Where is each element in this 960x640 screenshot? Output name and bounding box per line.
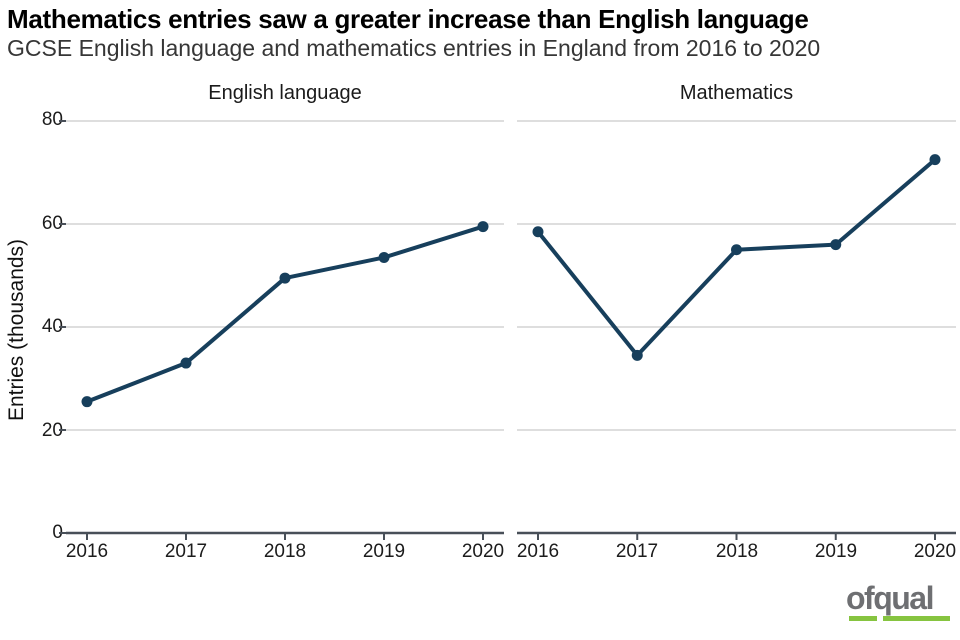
- ofqual-logo: ofqual: [846, 580, 956, 632]
- x-tick-left-2019: 2019: [362, 541, 406, 562]
- x-tick-left-2020: 2020: [461, 541, 505, 562]
- ofqual-logo-text: ofqual: [846, 580, 934, 616]
- x-tick-right-2019: 2019: [814, 541, 858, 562]
- x-tick-left-2016: 2016: [65, 541, 109, 562]
- y-tick-label-40: 40: [41, 316, 63, 337]
- ofqual-logo-underline-right: [883, 616, 950, 621]
- y-tick-label-20: 20: [41, 420, 63, 441]
- x-tick-right-2020: 2020: [913, 541, 957, 562]
- y-tick-label-0: 0: [52, 522, 63, 543]
- x-tick-right-2016: 2016: [516, 541, 560, 562]
- x-tick-right-2017: 2017: [615, 541, 659, 562]
- chart-title: Mathematics entries saw a greater increa…: [7, 4, 809, 34]
- x-tick-right-2018: 2018: [715, 541, 759, 562]
- y-tick-label-80: 80: [41, 109, 63, 130]
- facet-header-english-language: English language: [208, 82, 362, 104]
- ofqual-logo-underline-left: [849, 616, 877, 621]
- y-tick-label-60: 60: [41, 213, 63, 234]
- x-tick-left-2018: 2018: [263, 541, 307, 562]
- x-tick-left-2017: 2017: [164, 541, 208, 562]
- chart-subtitle: GCSE English language and mathematics en…: [7, 35, 821, 61]
- facet-header-mathematics: Mathematics: [679, 82, 794, 104]
